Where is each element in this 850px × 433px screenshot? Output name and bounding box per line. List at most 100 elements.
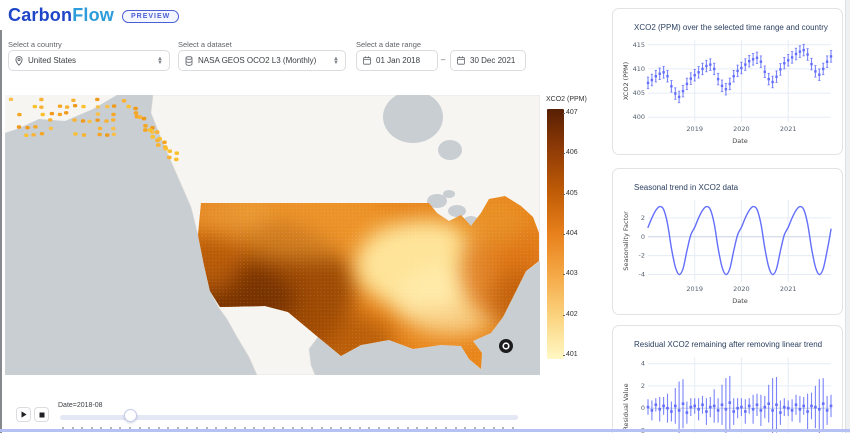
map-great-lake	[448, 205, 466, 217]
location-pin-icon	[15, 55, 23, 66]
svg-text:Date: Date	[732, 137, 748, 145]
country-select-value: United States	[28, 56, 77, 65]
stop-button[interactable]	[34, 407, 49, 422]
database-icon	[185, 55, 193, 66]
timeline-tick	[109, 427, 112, 429]
timeline-tick	[176, 427, 179, 429]
timeline-tick	[368, 427, 371, 429]
timeline-tick	[282, 427, 285, 429]
svg-text:Date: Date	[732, 297, 748, 305]
map-james-bay	[438, 140, 462, 160]
timeline-tick	[454, 427, 457, 429]
date-end-value: 30 Dec 2021	[470, 56, 516, 65]
svg-text:2019: 2019	[686, 285, 703, 293]
dataset-select[interactable]: NASA GEOS OCO2 L3 (Monthly) ▲ ▼	[178, 50, 346, 71]
colorbar-title: XCO2 (PPM)	[546, 96, 587, 103]
timeline-tick	[234, 427, 237, 429]
timeline-tick	[138, 427, 141, 429]
svg-text:2021: 2021	[780, 285, 797, 293]
timeline-tick	[464, 427, 467, 429]
residual-chart[interactable]: 420-2Residual Value	[621, 352, 836, 433]
chart-title: Residual XCO2 remaining after removing l…	[634, 340, 823, 349]
date-range-label: Select a date range	[356, 40, 422, 49]
date-start-input[interactable]: 01 Jan 2018	[356, 50, 438, 71]
timeline-tick	[320, 427, 323, 429]
card-xco2-timeseries: XCO2 (PPM) over the selected time range …	[612, 8, 843, 155]
timeline-tick	[215, 427, 218, 429]
map-hudson-bay	[383, 95, 443, 143]
timeline-tick	[90, 427, 93, 429]
timeline-tick	[483, 427, 486, 429]
svg-text:0: 0	[641, 404, 645, 412]
timeline-tick	[119, 427, 122, 429]
seasonal-trend-chart[interactable]: 2019 2020 2021 2 0 -2 -4 Seasonality Factor Date	[621, 195, 836, 307]
timeline-tick	[387, 427, 390, 429]
timeline-tick	[62, 427, 64, 429]
timeline-tick	[502, 427, 505, 429]
timeline-tick	[272, 427, 275, 429]
timeline-tick	[205, 427, 208, 429]
colorbar: XCO2 (PPM) 407 406 405 404 403 402 401	[545, 96, 607, 378]
timeline-tick	[349, 427, 352, 429]
svg-text:-4: -4	[639, 271, 645, 279]
play-button[interactable]	[16, 407, 31, 422]
chart-title: XCO2 (PPM) over the selected time range …	[634, 23, 828, 32]
timeline-slider-handle[interactable]	[124, 409, 138, 422]
country-select-label: Select a country	[8, 40, 62, 49]
timeline-tick	[243, 427, 246, 429]
country-select[interactable]: United States ▲ ▼	[8, 50, 170, 71]
timeline-tick	[339, 427, 342, 429]
timeline-date-label: Date=2018-08	[58, 402, 103, 409]
xco2-timeseries-chart[interactable]: 2019 2020 2021 400 405 410 415 XCO2 (PPM) Date	[621, 35, 836, 147]
card-residual: Residual XCO2 remaining after removing l…	[612, 325, 843, 433]
timeline-tick	[330, 427, 333, 429]
timeline-tick	[406, 427, 409, 429]
svg-text:2021: 2021	[780, 125, 797, 133]
svg-text:415: 415	[633, 41, 645, 49]
window-left-edge	[0, 30, 2, 433]
logo-flow-text: Flow	[72, 5, 114, 25]
app-logo: CarbonFlow PREVIEW	[8, 5, 180, 26]
scrollbar[interactable]	[845, 0, 850, 433]
date-range-separator: –	[441, 55, 446, 64]
timeline-tick	[291, 427, 294, 429]
chart-title: Seasonal trend in XCO2 data	[634, 183, 739, 192]
preview-badge: PREVIEW	[122, 10, 180, 23]
timeline-tick	[148, 427, 151, 429]
map-great-lake	[427, 194, 447, 208]
map-attribution-button[interactable]	[499, 339, 513, 353]
svg-text:-2: -2	[639, 252, 645, 260]
timeline-tick	[186, 427, 189, 429]
timeline-tick	[263, 427, 266, 429]
alaska-data-dots	[8, 97, 180, 162]
bottom-accent-line	[0, 429, 850, 432]
colorbar-tick-label: 405	[563, 189, 578, 197]
timeline-tick	[224, 427, 227, 429]
timeline-tick	[377, 427, 380, 429]
xco2-heatmap-map[interactable]	[5, 95, 540, 375]
svg-text:400: 400	[633, 113, 645, 121]
date-start-value: 01 Jan 2018	[376, 56, 421, 65]
svg-text:XCO2 (PPM): XCO2 (PPM)	[622, 62, 630, 100]
svg-text:405: 405	[633, 89, 645, 97]
timeline-tick	[416, 427, 419, 429]
dataset-select-value: NASA GEOS OCO2 L3 (Monthly)	[198, 56, 317, 65]
colorbar-tick-label: 404	[563, 230, 578, 237]
logo-carbon-text: Carbon	[8, 5, 73, 25]
timeline-tick	[301, 427, 304, 429]
calendar-icon	[363, 56, 371, 65]
timeline-tick	[473, 427, 476, 429]
date-end-input[interactable]: 30 Dec 2021	[450, 50, 526, 71]
map-canvas[interactable]	[5, 95, 540, 375]
svg-text:4: 4	[641, 360, 645, 368]
play-icon	[21, 411, 27, 418]
timeline-tick	[100, 427, 103, 429]
timeline-tick	[435, 427, 438, 429]
timeline-tick	[129, 427, 132, 429]
svg-text:Residual Value: Residual Value	[622, 383, 630, 430]
svg-text:Seasonality Factor: Seasonality Factor	[622, 211, 630, 271]
timeline-tick	[492, 427, 495, 429]
timeline-slider-track[interactable]	[60, 415, 518, 420]
timeline-tick-marks	[60, 426, 518, 431]
